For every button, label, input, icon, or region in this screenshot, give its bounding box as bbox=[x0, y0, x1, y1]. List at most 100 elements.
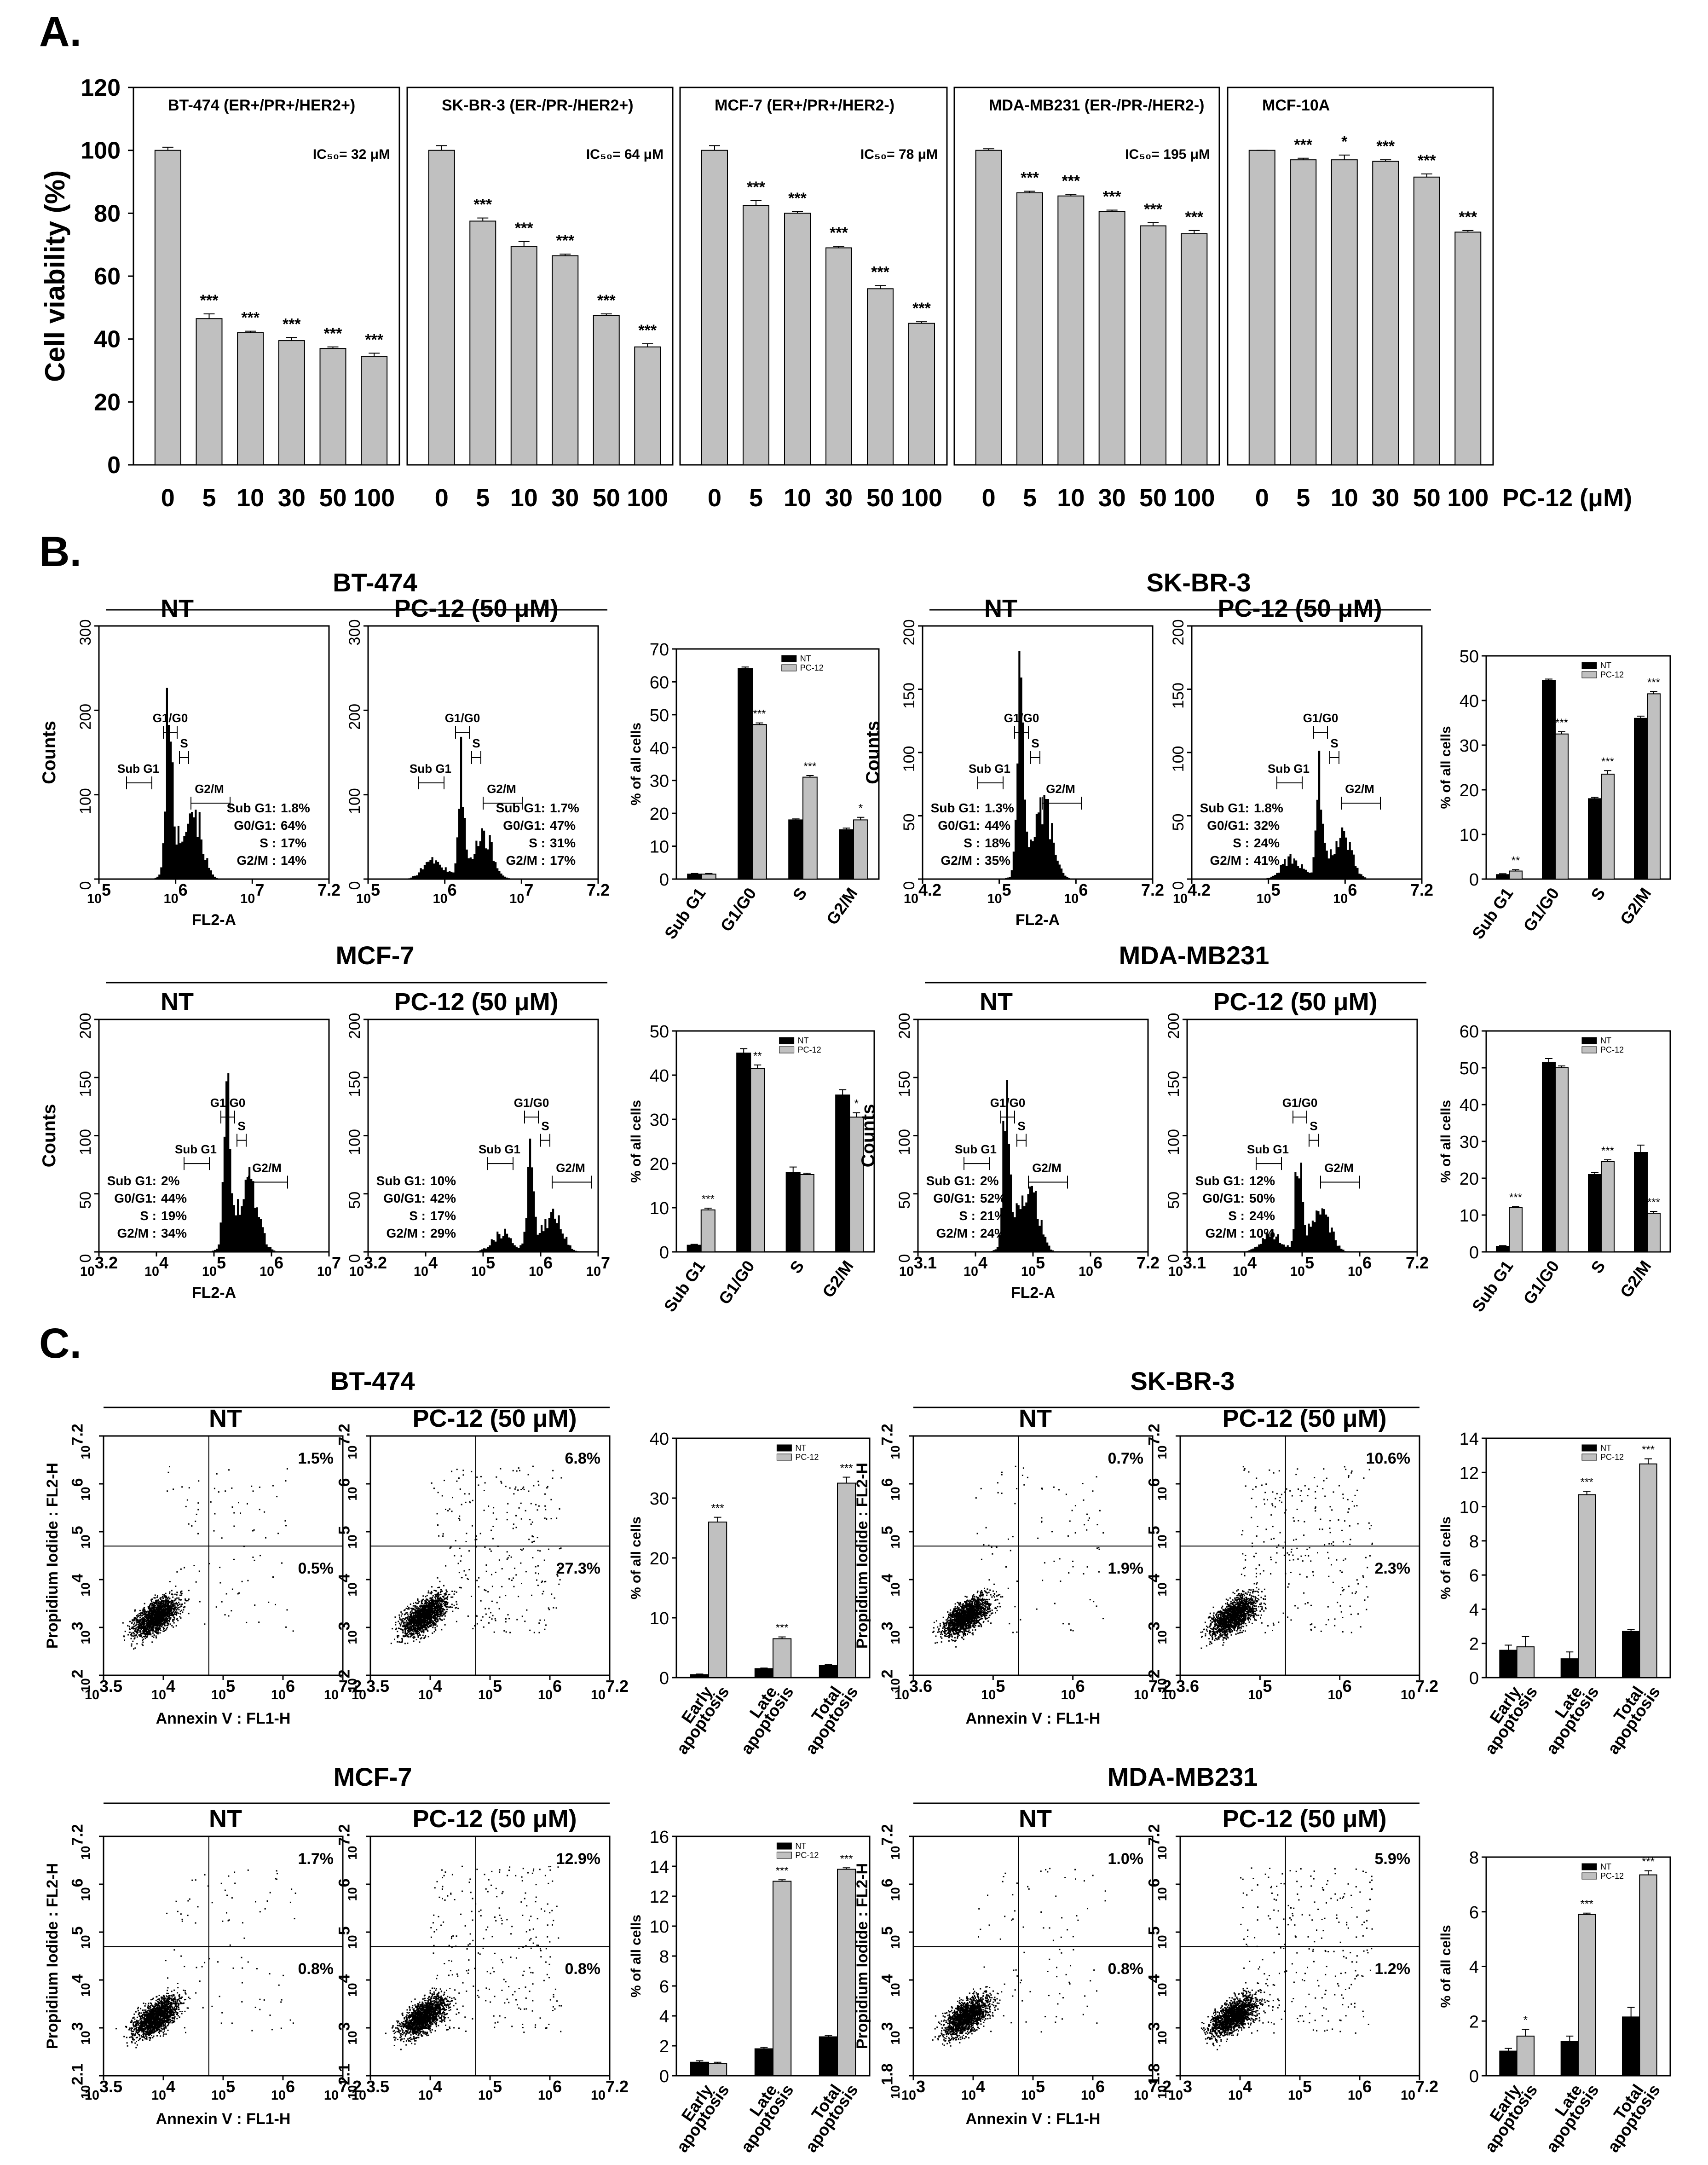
x-tick-label: 106 bbox=[1348, 2077, 1372, 2103]
stat-value: 52% bbox=[980, 1191, 1006, 1205]
bar-pc12 bbox=[837, 1482, 856, 1678]
legend-label: NT bbox=[1600, 1862, 1611, 1871]
y-tick-label: 107.2 bbox=[879, 1424, 902, 1459]
y-tick-label: 40 bbox=[650, 739, 669, 758]
significance-label: *** bbox=[776, 1622, 789, 1634]
legend-label: NT bbox=[795, 1841, 806, 1851]
bar-pc12 bbox=[1601, 1161, 1615, 1252]
stat-value: 47% bbox=[550, 818, 576, 833]
subplot-title: SK-BR-3 (ER-/PR-/HER2+) bbox=[442, 97, 634, 114]
bar-nt bbox=[1622, 1631, 1640, 1679]
lower-right-percent: 0.8% bbox=[1108, 1960, 1144, 1978]
x-tick-label: 103.5 bbox=[85, 2077, 122, 2103]
y-tick-label: 4 bbox=[1469, 1600, 1479, 1620]
x-tick-label: Sub G1 bbox=[1468, 1257, 1517, 1315]
bar bbox=[469, 220, 496, 465]
gate-label: Sub G1 bbox=[479, 1142, 520, 1156]
x-tick-label: 106 bbox=[164, 880, 188, 906]
x-tick-label: 103.5 bbox=[352, 2077, 389, 2103]
y-tick-label: 102 bbox=[336, 1669, 359, 1692]
y-tick-label: 105 bbox=[879, 1926, 902, 1949]
x-tick-label: G2/M bbox=[1616, 1257, 1655, 1301]
gate-label: G2/M bbox=[195, 782, 224, 796]
y-axis-title: Counts bbox=[858, 1104, 878, 1168]
y-tick-label: 2 bbox=[1469, 2012, 1479, 2032]
condition-title: NT bbox=[161, 988, 194, 1016]
legend-label: NT bbox=[1600, 1036, 1611, 1045]
bar-nt bbox=[754, 2048, 774, 2076]
panel-letter-b: B. bbox=[39, 528, 81, 575]
stat-name: G0/G1: bbox=[1207, 818, 1249, 833]
x-tick-label: G1/G0 bbox=[716, 884, 760, 935]
x-tick-label: 106 bbox=[1079, 1253, 1102, 1279]
bar-nt bbox=[1588, 1174, 1602, 1252]
x-tick-label: 106 bbox=[271, 1677, 295, 1702]
bar-nt bbox=[839, 829, 854, 880]
y-tick-label: 106 bbox=[69, 1478, 92, 1500]
y-tick-label: 103 bbox=[879, 1621, 902, 1644]
ic50-label: IC₅₀= 78 μM bbox=[860, 147, 938, 162]
scatter-points bbox=[932, 1465, 1104, 1648]
ic50-label: IC₅₀= 195 μM bbox=[1125, 147, 1210, 162]
bar-pc12 bbox=[752, 724, 767, 880]
significance-label: *** bbox=[1581, 1898, 1593, 1910]
legend-swatch-nt bbox=[1581, 1037, 1597, 1044]
significance-label: *** bbox=[912, 300, 931, 317]
bar-pc12 bbox=[853, 819, 868, 880]
y-tick-label: 50 bbox=[77, 1192, 94, 1209]
bar bbox=[237, 332, 264, 465]
y-tick-label: 150 bbox=[346, 1071, 364, 1097]
bar-nt bbox=[1634, 1152, 1648, 1252]
stat-name: G2/M : bbox=[237, 853, 276, 868]
y-tick-label: 107.2 bbox=[336, 1824, 359, 1860]
y-tick-label: 0 bbox=[1469, 2067, 1479, 2086]
significance-label: *** bbox=[840, 1462, 853, 1475]
x-tick-label: 104 bbox=[961, 2077, 985, 2103]
scatter-points bbox=[122, 1466, 294, 1650]
y-tick-label: 0 bbox=[659, 870, 669, 890]
stat-value: 50% bbox=[1249, 1191, 1275, 1205]
y-tick-label: 200 bbox=[77, 1013, 94, 1039]
bar bbox=[278, 340, 305, 465]
stat-name: G2/M : bbox=[1205, 1226, 1245, 1240]
x-tick-label: 7.2 bbox=[1406, 1253, 1429, 1272]
gate-label: S bbox=[541, 1119, 549, 1133]
lower-right-percent: 0.8% bbox=[298, 1960, 334, 1978]
significance-label: *** bbox=[283, 315, 301, 333]
gate-label: Sub G1 bbox=[955, 1142, 997, 1156]
legend-label: NT bbox=[1600, 661, 1611, 670]
x-tick-label: S bbox=[789, 884, 810, 904]
legend-label: NT bbox=[795, 1443, 806, 1453]
x-tick-label: 104 bbox=[1233, 1253, 1257, 1279]
legend-label: PC-12 bbox=[1600, 1045, 1624, 1054]
y-tick-label: 103 bbox=[1146, 1621, 1169, 1644]
condition-title: NT bbox=[1019, 1805, 1052, 1833]
x-tick-label: 106 bbox=[271, 2077, 295, 2103]
y-tick-label: 104 bbox=[1146, 1574, 1169, 1596]
x-tick-label: 107.2 bbox=[324, 1677, 362, 1702]
bar bbox=[634, 346, 661, 465]
significance-label: *** bbox=[788, 190, 807, 207]
x-tick-label: G2/M bbox=[822, 884, 861, 928]
cell-line-title: MDA-MB231 bbox=[1119, 941, 1269, 970]
x-tick-label: 0 bbox=[1255, 484, 1269, 512]
x-tick-label: G1/G0 bbox=[1519, 884, 1563, 935]
stat-name: G2/M : bbox=[386, 1226, 426, 1240]
x-tick-label: 105 bbox=[478, 1677, 502, 1702]
y-tick-label: 104 bbox=[69, 1574, 92, 1596]
bar bbox=[1098, 211, 1125, 465]
x-axis-title: Annexin V : FL1-H bbox=[966, 2110, 1101, 2128]
subplot-title: MDA-MB231 (ER-/PR-/HER2-) bbox=[989, 97, 1204, 114]
y-tick-label: 0 bbox=[1469, 870, 1479, 890]
x-tick-label: 0 bbox=[161, 484, 175, 512]
x-tick-label: 105 bbox=[356, 880, 380, 906]
x-tick-label: 104 bbox=[418, 1677, 442, 1702]
stat-name: G0/G1: bbox=[938, 818, 980, 833]
legend-swatch-nt bbox=[1581, 662, 1597, 669]
y-tick-label: 300 bbox=[77, 619, 94, 646]
y-axis-title: Counts bbox=[39, 721, 59, 784]
y-axis-title: Counts bbox=[39, 1104, 59, 1168]
x-tick-label: 107.2 bbox=[591, 2077, 629, 2103]
x-tick-label: 105 bbox=[1021, 2077, 1045, 2103]
scatter-frame bbox=[912, 1435, 1154, 1676]
